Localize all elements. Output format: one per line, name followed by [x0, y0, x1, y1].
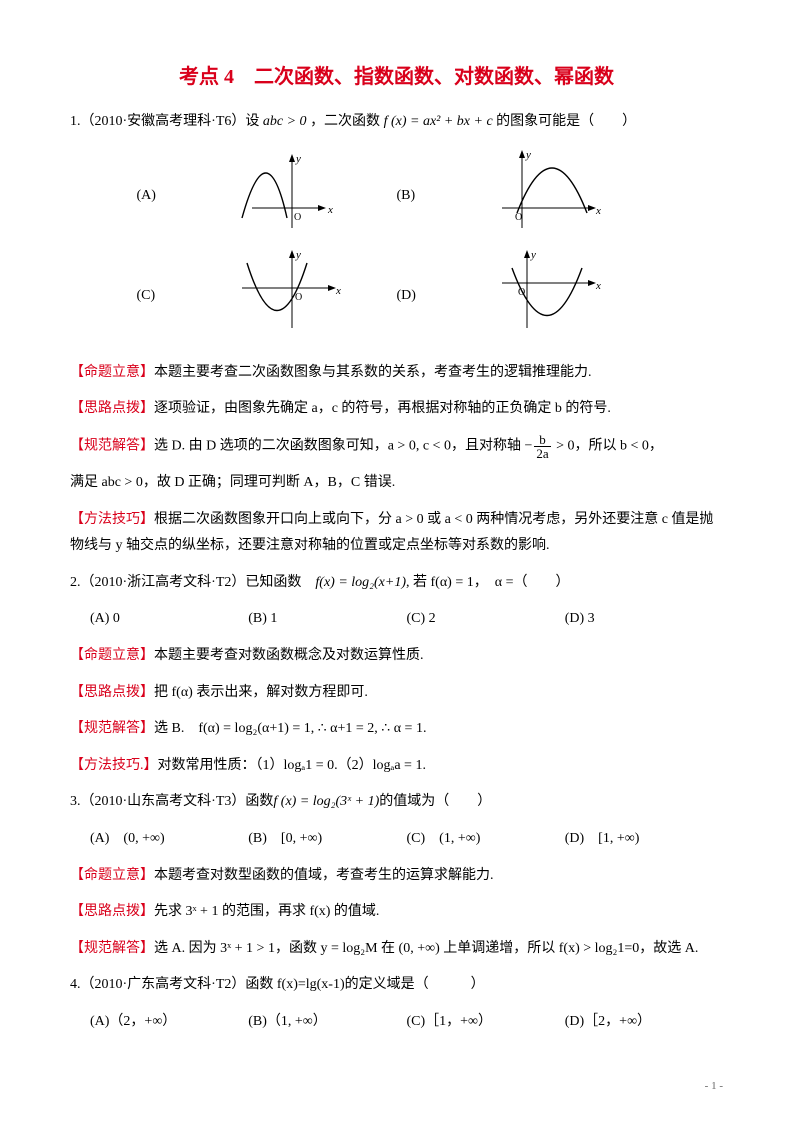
intent-text: 本题主要考查对数函数概念及对数运算性质. — [154, 648, 424, 663]
q3-prefix: 3.（2010·山东高考文科·T3）函数 — [70, 794, 273, 809]
q3-fx: f (x) = log₂(3ˣ + 1) — [273, 794, 379, 809]
q3-opt-C: (C) (1, +∞) — [407, 826, 565, 853]
ans-label: 【规范解答】 — [70, 941, 154, 956]
graph-B: (B) x y O — [397, 146, 657, 246]
q2-opt-C: (C) 2 — [407, 606, 565, 633]
q3-intent: 【命题立意】本题考查对数型函数的值域，考查考生的运算求解能力. — [70, 863, 723, 890]
q3-opt-D: (D) [1, +∞) — [565, 826, 723, 853]
q4-opt-A: (A)（2，+∞） — [90, 1009, 248, 1036]
q1-intent: 【命题立意】本题主要考查二次函数图象与其系数的关系，考查考生的逻辑推理能力. — [70, 360, 723, 387]
q2-intent: 【命题立意】本题主要考查对数函数概念及对数运算性质. — [70, 643, 723, 670]
q1-ans3: 满足 abc > 0，故 D 正确；同理可判断 A，B，C 错误. — [70, 470, 723, 497]
q1-stem: 1.（2010·安徽高考理科·T6）设 abc > 0 ，二次函数 f (x) … — [70, 109, 723, 136]
intent-text: 本题考查对数型函数的值域，考查考生的运算求解能力. — [154, 868, 494, 883]
q1-graphs: (A) x y O (B) — [137, 146, 657, 346]
graph-C-label: (C) — [137, 288, 177, 304]
ans-label: 【规范解答】 — [70, 439, 154, 454]
q4-options: (A)（2，+∞） (B)（1, +∞） (C)［1，+∞） (D)［2，+∞） — [90, 1009, 723, 1036]
graph-D: (D) x y O — [397, 246, 657, 346]
q1-stem-prefix: 1.（2010·安徽高考理科·T6）设 — [70, 114, 259, 129]
hint-text: 逐项验证，由图象先确定 a，c 的符号，再根据对称轴的正负确定 b 的符号. — [154, 401, 611, 416]
intent-text: 本题主要考查二次函数图象与其系数的关系，考查考生的逻辑推理能力. — [154, 365, 592, 380]
svg-text:O: O — [515, 212, 522, 223]
q3-options: (A) (0, +∞) (B) [0, +∞) (C) (1, +∞) (D) … — [90, 826, 723, 853]
q2-options: (A) 0 (B) 1 (C) 2 (D) 3 — [90, 606, 723, 633]
intent-label: 【命题立意】 — [70, 365, 154, 380]
q3-opt-B: (B) [0, +∞) — [248, 826, 406, 853]
q1-skill: 【方法技巧】根据二次函数图象开口向上或向下，分 a > 0 或 a < 0 两种… — [70, 507, 723, 560]
ans-text: 选 A. 因为 3ˣ + 1 > 1，函数 y = log₂M 在 (0, +∞… — [154, 941, 698, 956]
graph-A-label: (A) — [137, 188, 177, 204]
intent-label: 【命题立意】 — [70, 648, 154, 663]
q2-stem: 2.（2010·浙江高考文科·T2）已知函数 f(x) = log₂(x+1),… — [70, 570, 723, 597]
graph-C-svg: x y O — [177, 248, 397, 343]
svg-text:y: y — [525, 149, 531, 161]
svg-text:x: x — [595, 205, 601, 217]
q2-fx: f(x) = log₂(x+1) — [315, 575, 406, 590]
q3-opt-A: (A) (0, +∞) — [90, 826, 248, 853]
q3-stem: 3.（2010·山东高考文科·T3）函数f (x) = log₂(3ˣ + 1)… — [70, 789, 723, 816]
svg-text:y: y — [295, 153, 301, 165]
hint-label: 【思路点拨】 — [70, 904, 154, 919]
q4-stem: 4.（2010·广东高考文科·T2）函数 f(x)=lg(x-1)的定义域是（ … — [70, 972, 723, 999]
q1-cond: abc > 0 — [263, 114, 307, 129]
svg-text:x: x — [327, 204, 333, 216]
graph-D-label: (D) — [397, 288, 437, 304]
q2-ans: 【规范解答】选 B. f(α) = log₂(α+1) = 1, ∴ α+1 =… — [70, 716, 723, 743]
q2-opt-D: (D) 3 — [565, 606, 723, 633]
hint-text: 把 f(α) 表示出来，解对数方程即可. — [154, 685, 368, 700]
page-number: - 1 - — [705, 1080, 723, 1092]
ans-text2: > 0，所以 b < 0， — [556, 439, 663, 454]
frac-num: b — [534, 433, 550, 447]
q1-fx: f (x) = ax² + bx + c — [384, 114, 493, 129]
q1-hint: 【思路点拨】逐项验证，由图象先确定 a，c 的符号，再根据对称轴的正负确定 b … — [70, 396, 723, 423]
q1-ans: 【规范解答】选 D. 由 D 选项的二次函数图象可知，a > 0, c < 0，… — [70, 433, 723, 460]
graph-B-svg: x y O — [437, 148, 657, 243]
ans-text1: 选 D. 由 D 选项的二次函数图象可知，a > 0, c < 0，且对称轴 — [154, 439, 521, 454]
q4-opt-C: (C)［1，+∞） — [407, 1009, 565, 1036]
q2-mid: , 若 f(α) = 1， α =（ ） — [406, 575, 569, 590]
q3-suffix: 的值域为（ ） — [379, 794, 491, 809]
svg-text:x: x — [335, 285, 341, 297]
hint-label: 【思路点拨】 — [70, 685, 154, 700]
graph-B-label: (B) — [397, 188, 437, 204]
svg-text:O: O — [295, 292, 302, 303]
svg-text:y: y — [530, 249, 536, 261]
page: 考点 4 二次函数、指数函数、对数函数、幂函数 1.（2010·安徽高考理科·T… — [0, 0, 793, 1122]
q2-opt-B: (B) 1 — [248, 606, 406, 633]
frac-den: 2a — [534, 447, 550, 460]
ans-label: 【规范解答】 — [70, 721, 154, 736]
q4-opt-B: (B)（1, +∞） — [248, 1009, 406, 1036]
q1-stem-mid: ，二次函数 — [310, 114, 380, 129]
skill-text: 对数常用性质：（1）logₐ1 = 0.（2）logₐa = 1. — [158, 758, 426, 773]
q2-opt-A: (A) 0 — [90, 606, 248, 633]
q3-ans: 【规范解答】选 A. 因为 3ˣ + 1 > 1，函数 y = log₂M 在 … — [70, 936, 723, 963]
q1-stem-suffix: 的图象可能是（ ） — [496, 114, 636, 129]
intent-label: 【命题立意】 — [70, 868, 154, 883]
q2-skill: 【方法技巧.】对数常用性质：（1）logₐ1 = 0.（2）logₐa = 1. — [70, 753, 723, 780]
page-title: 考点 4 二次函数、指数函数、对数函数、幂函数 — [70, 60, 723, 89]
skill-text: 根据二次函数图象开口向上或向下，分 a > 0 或 a < 0 两种情况考虑，另… — [70, 512, 713, 554]
frac-icon: b2a — [534, 433, 550, 460]
graph-A: (A) x y O — [137, 146, 397, 246]
svg-text:y: y — [295, 249, 301, 261]
skill-label: 【方法技巧】 — [70, 512, 154, 527]
q3-hint: 【思路点拨】先求 3ˣ + 1 的范围，再求 f(x) 的值域. — [70, 899, 723, 926]
hint-label: 【思路点拨】 — [70, 401, 154, 416]
svg-text:O: O — [294, 212, 301, 223]
hint-text: 先求 3ˣ + 1 的范围，再求 f(x) 的值域. — [154, 904, 379, 919]
graph-D-svg: x y O — [437, 248, 657, 343]
q2-prefix: 2.（2010·浙江高考文科·T2）已知函数 — [70, 575, 315, 590]
svg-text:x: x — [595, 280, 601, 292]
graph-A-svg: x y O — [177, 148, 397, 243]
ans-text: 选 B. f(α) = log₂(α+1) = 1, ∴ α+1 = 2, ∴ … — [154, 721, 426, 736]
q2-hint: 【思路点拨】把 f(α) 表示出来，解对数方程即可. — [70, 680, 723, 707]
q4-opt-D: (D)［2，+∞） — [565, 1009, 723, 1036]
graph-C: (C) x y O — [137, 246, 397, 346]
skill-label: 【方法技巧.】 — [70, 758, 158, 773]
